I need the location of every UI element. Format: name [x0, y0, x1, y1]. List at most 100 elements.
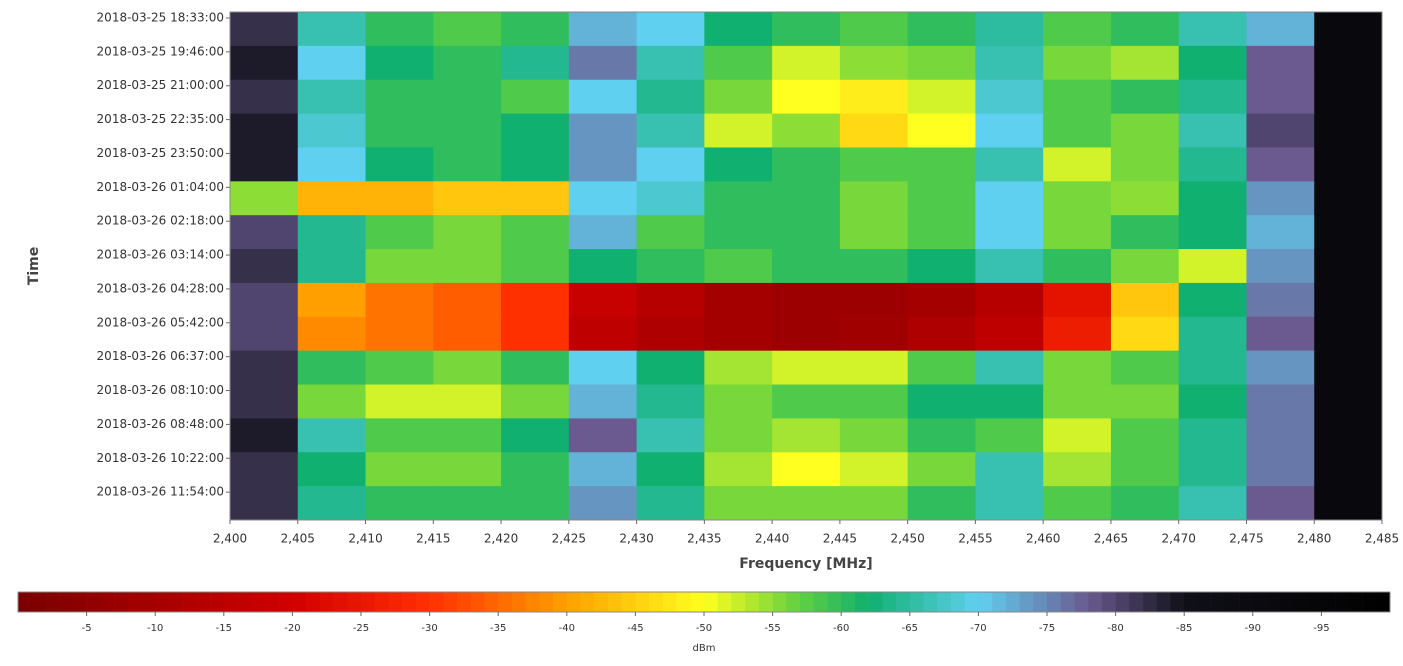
heat-cell	[907, 249, 976, 284]
colorbar-tick-label: -60	[833, 623, 849, 634]
colorbar-cell	[1143, 592, 1158, 612]
x-tick-label: 2,475	[1229, 532, 1263, 546]
y-tick-label: 2018-03-25 19:46:00	[97, 44, 224, 58]
heat-cell	[772, 249, 841, 284]
heat-cell	[433, 350, 502, 386]
colorbar-cell	[374, 592, 389, 612]
heat-cell	[907, 486, 976, 521]
heat-cell	[297, 452, 367, 487]
heat-cell	[1043, 249, 1112, 284]
colorbar-cell	[210, 592, 225, 612]
heat-cell	[907, 282, 976, 318]
colorbar-cell	[443, 592, 458, 612]
y-tick-label: 2018-03-26 01:04:00	[97, 180, 224, 194]
heat-cell	[839, 181, 909, 216]
colorbar-cell	[896, 592, 911, 612]
heat-cell	[230, 79, 299, 115]
colorbar-cell	[731, 592, 746, 612]
heat-cell	[839, 384, 909, 419]
y-tick-label: 2018-03-25 22:35:00	[97, 112, 224, 126]
colorbar-cell	[59, 592, 74, 612]
colorbar-tick-label: -15	[216, 623, 232, 634]
heat-cell	[1246, 12, 1315, 47]
colorbar-cell	[1115, 592, 1130, 612]
heat-cell	[772, 384, 841, 419]
x-tick-label: 2,435	[687, 532, 721, 546]
heat-cell	[636, 79, 705, 115]
colorbar-cell	[649, 592, 664, 612]
heat-cell	[839, 452, 909, 487]
heat-cell	[636, 215, 705, 250]
heat-cell	[501, 79, 570, 115]
heat-cell	[1314, 282, 1383, 318]
y-tick-label: 2018-03-26 10:22:00	[97, 451, 224, 465]
colorbar-cell	[1307, 592, 1322, 612]
heat-cell	[568, 215, 638, 250]
heat-cell	[433, 282, 502, 318]
colorbar-cell	[141, 592, 156, 612]
colorbar-cell	[484, 592, 499, 612]
heat-cell	[636, 384, 705, 419]
colorbar-cell	[1156, 592, 1171, 612]
colorbar-cell	[333, 592, 348, 612]
heat-cell	[230, 282, 299, 318]
heat-cell	[501, 215, 570, 250]
heat-cell	[297, 147, 367, 182]
heat-cell	[1110, 215, 1180, 250]
heat-cell	[907, 113, 976, 148]
colorbar-tick-label: -20	[284, 623, 300, 634]
heat-cell	[975, 147, 1044, 182]
colorbar-cell	[127, 592, 142, 612]
heat-cell	[772, 12, 841, 47]
y-tick-label: 2018-03-25 23:50:00	[97, 146, 224, 160]
heat-cell	[839, 79, 909, 115]
heat-cell	[297, 181, 367, 216]
colorbar-cell	[306, 592, 321, 612]
colorbar-cell	[978, 592, 993, 612]
colorbar-tick-label: -70	[970, 623, 986, 634]
colorbar-cell	[1088, 592, 1103, 612]
heat-cell	[975, 113, 1044, 148]
colorbar-cell	[1239, 592, 1254, 612]
colorbar-cell	[923, 592, 938, 612]
heat-cell	[297, 316, 367, 352]
colorbar-cell	[278, 592, 293, 612]
heat-cell	[297, 282, 367, 318]
heat-cell	[636, 147, 705, 182]
heat-cell	[839, 147, 909, 182]
heat-cell	[1110, 181, 1180, 216]
heat-cell	[1110, 113, 1180, 148]
heat-cell	[839, 418, 909, 453]
heat-cell	[1246, 316, 1315, 352]
heat-cell	[907, 452, 976, 487]
heat-cell	[907, 12, 976, 47]
heat-cell	[704, 316, 773, 352]
heat-cell	[1246, 45, 1315, 81]
heat-cell	[1246, 282, 1315, 318]
heat-cell	[433, 113, 502, 148]
heat-cell	[975, 452, 1044, 487]
heat-cell	[1043, 181, 1112, 216]
heat-cell	[568, 181, 638, 216]
colorbar-cell	[553, 592, 568, 612]
heat-cell	[433, 452, 502, 487]
heat-cell	[1246, 452, 1315, 487]
heat-cell	[230, 249, 299, 284]
heat-cell	[772, 181, 841, 216]
colorbar-cell	[882, 592, 897, 612]
heat-cell	[1314, 45, 1383, 81]
colorbar-tick-label: -25	[353, 623, 369, 634]
heat-cell	[365, 113, 434, 148]
colorbar-cell	[580, 592, 595, 612]
colorbar-tick-label: -65	[902, 623, 918, 634]
heat-cell	[1110, 12, 1180, 47]
x-tick-label: 2,445	[823, 532, 857, 546]
colorbar-cell	[470, 592, 485, 612]
heat-cell	[297, 45, 367, 81]
colorbar-cell	[264, 592, 279, 612]
heat-cell	[704, 282, 773, 318]
colorbar-cell	[1362, 592, 1377, 612]
y-tick-label: 2018-03-26 08:48:00	[97, 417, 224, 431]
x-tick-label: 2,415	[416, 532, 450, 546]
heat-cell	[1110, 418, 1180, 453]
